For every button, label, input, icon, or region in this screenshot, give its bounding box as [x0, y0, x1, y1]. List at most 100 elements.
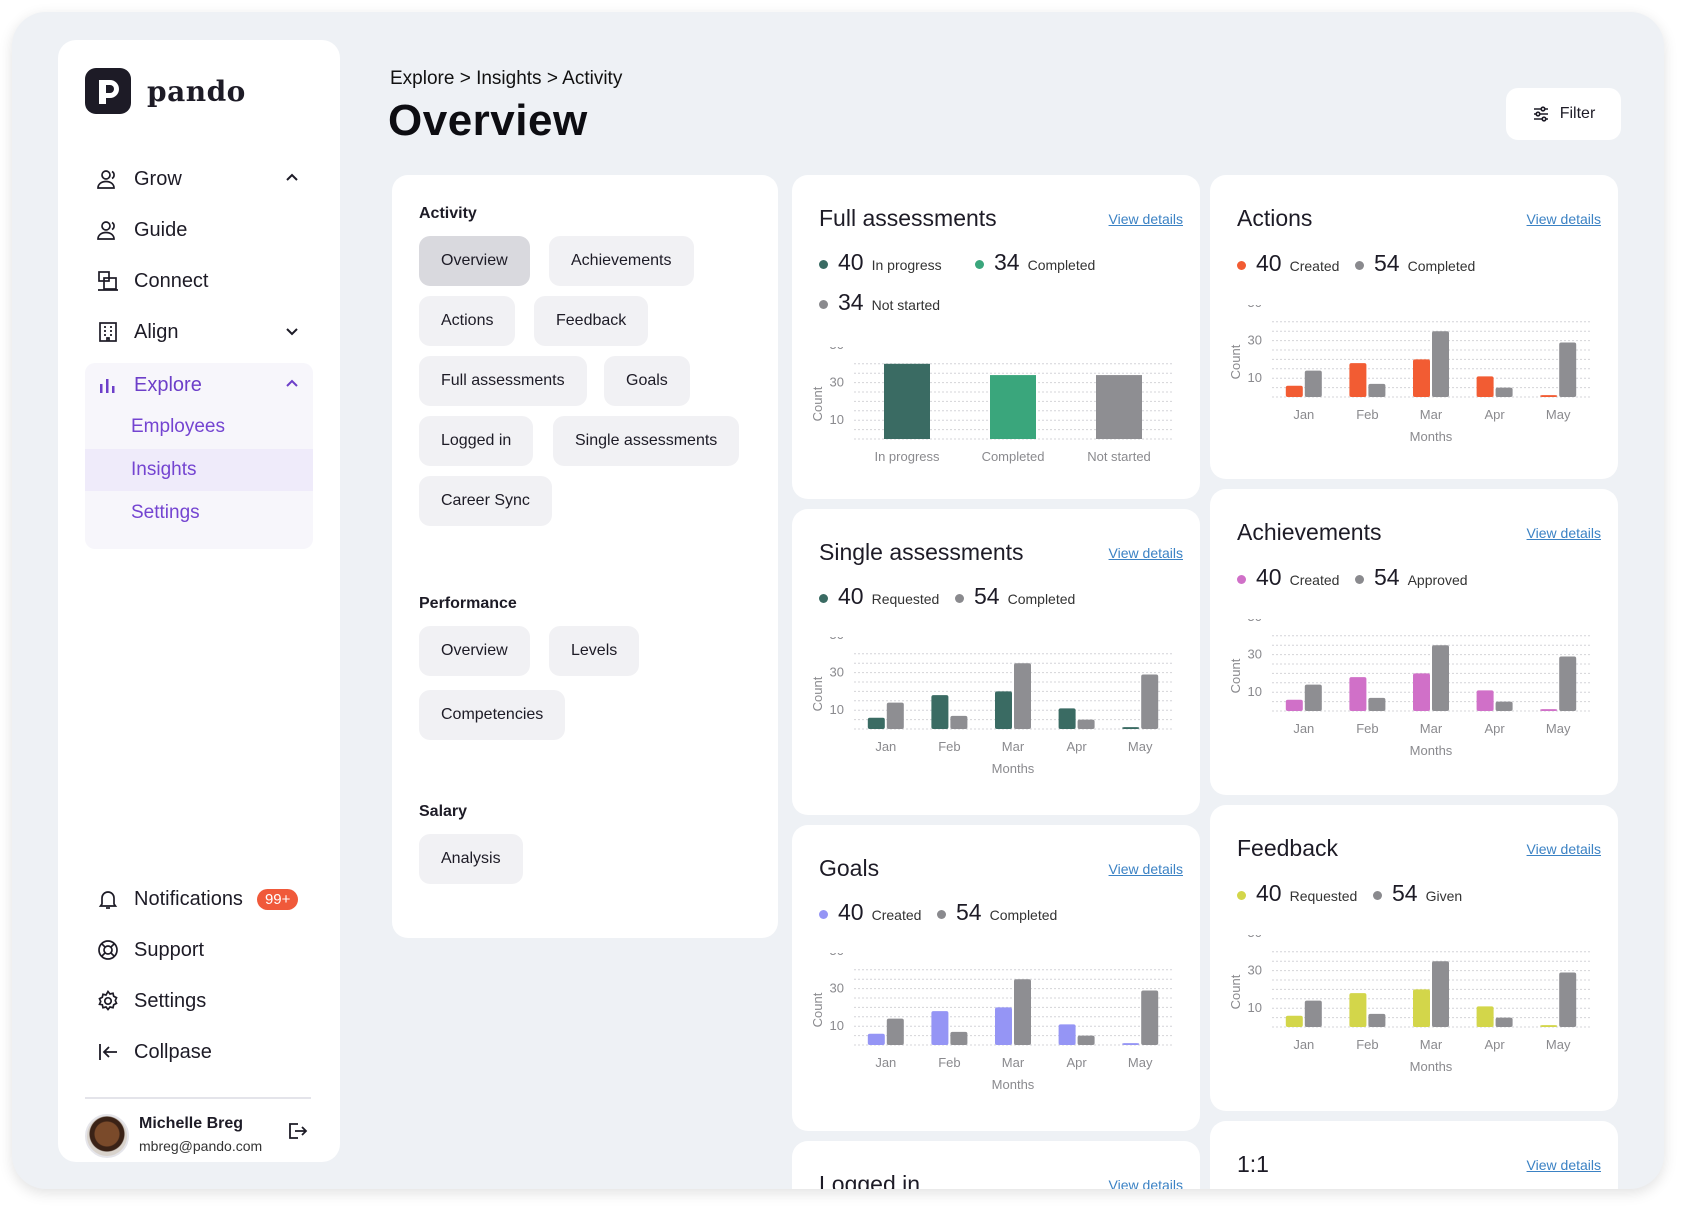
chevron-down-icon[interactable] [283, 322, 301, 346]
chip-career-sync[interactable]: Career Sync [419, 476, 552, 526]
card-title: Full assessments [819, 205, 997, 231]
y-axis-label: Count [1228, 344, 1243, 379]
x-axis-label: Months [992, 761, 1035, 776]
chip-activity-overview[interactable]: Overview [419, 236, 530, 286]
stat-value: 54 [1392, 880, 1418, 906]
chip-analysis[interactable]: Analysis [419, 834, 523, 884]
bar [1285, 1015, 1303, 1027]
stat-label: Completed [1007, 591, 1076, 607]
stat-completed: 54 Completed [1355, 250, 1475, 277]
chip-levels[interactable]: Levels [549, 626, 640, 676]
stat-value: 40 [838, 899, 864, 925]
nav-item-explore[interactable]: Explore [85, 363, 313, 407]
view-details-link[interactable]: View details [1526, 525, 1601, 541]
chip-actions[interactable]: Actions [419, 296, 516, 346]
y-axis-label: Count [1228, 974, 1243, 1009]
stat-label: Completed [1407, 258, 1476, 274]
nav-label: Guide [134, 218, 188, 241]
view-details-link[interactable]: View details [1108, 211, 1183, 227]
chevron-up-icon[interactable] [283, 375, 301, 399]
legend-dot [1373, 891, 1382, 900]
bar [1413, 673, 1430, 711]
nav-item-support[interactable]: Support [85, 928, 313, 972]
stat-given: 54 Given [1373, 880, 1462, 907]
chip-feedback[interactable]: Feedback [534, 296, 649, 346]
x-tick-label: May [1546, 407, 1571, 422]
x-tick-label: Apr [1484, 1037, 1505, 1052]
stat-label: Requested [871, 591, 940, 607]
legend-dot [819, 260, 828, 269]
notification-count-badge: 99+ [256, 888, 299, 910]
bar [1349, 363, 1367, 397]
nav-item-collapse[interactable]: Collpase [85, 1030, 313, 1074]
card-feedback: Feedback View details 40 Requested 54 Gi… [1210, 805, 1618, 1111]
view-details-link[interactable]: View details [1108, 545, 1183, 561]
y-tick-label: 30 [1248, 333, 1262, 348]
x-tick-label: Feb [938, 1055, 960, 1070]
nav-item-notifications[interactable]: Notifications 99+ [85, 877, 313, 921]
stat-approved: 54 Approved [1355, 564, 1468, 591]
bar [1014, 663, 1031, 729]
legend-dot [1355, 575, 1364, 584]
bar [1476, 690, 1494, 711]
bar [1495, 1017, 1513, 1027]
x-tick-label: Apr [1484, 407, 1505, 422]
chip-goals[interactable]: Goals [604, 356, 690, 406]
chip-achievements[interactable]: Achievements [549, 236, 694, 286]
chart-actions: 10 30 50 Count Jan Feb Mar Apr May Months [1228, 305, 1590, 444]
bell-icon [94, 885, 122, 913]
chip-competencies[interactable]: Competencies [419, 690, 566, 740]
nav-item-guide[interactable]: Guide [85, 208, 313, 252]
nav-subitem-insights[interactable]: Insights [85, 449, 313, 491]
stat-label: Not started [871, 297, 941, 313]
chevron-up-icon[interactable] [283, 169, 301, 193]
chip-single-assessments[interactable]: Single assessments [553, 416, 740, 466]
x-tick-label: Feb [938, 739, 960, 754]
nav-subitem-employees[interactable]: Employees [131, 416, 225, 437]
bar [1285, 385, 1303, 397]
x-tick-label: May [1546, 1037, 1571, 1052]
pando-logo-icon [85, 68, 131, 114]
chip-logged-in[interactable]: Logged in [419, 416, 534, 466]
x-tick-label: Completed [982, 449, 1045, 464]
view-details-link[interactable]: View details [1526, 841, 1601, 857]
y-tick-label: 30 [1248, 963, 1262, 978]
nav-item-connect[interactable]: Connect [85, 259, 313, 303]
stat-completed: 54 Completed [937, 899, 1057, 926]
legend-dot [937, 910, 946, 919]
view-details-link[interactable]: View details [1526, 1157, 1601, 1173]
bar [1349, 993, 1367, 1027]
bar [1304, 370, 1322, 397]
nav-item-grow[interactable]: Grow [85, 157, 313, 201]
logout-icon[interactable] [286, 1120, 308, 1147]
bar [995, 691, 1012, 729]
brand-logo[interactable]: pando [85, 68, 246, 114]
nav-label: Explore [134, 373, 202, 396]
nav-label: Collpase [134, 1040, 212, 1063]
user-name: Michelle Breg [139, 1115, 244, 1132]
avatar[interactable] [85, 1114, 129, 1158]
view-details-link[interactable]: View details [1526, 211, 1601, 227]
card-title: Actions [1237, 205, 1313, 231]
nav-item-settings[interactable]: Settings [85, 979, 313, 1023]
gear-icon [94, 987, 122, 1015]
x-tick-label: Jan [1293, 1037, 1314, 1052]
filter-button[interactable]: Filter [1506, 88, 1621, 140]
card-one-on-one: 1:1 View details [1210, 1121, 1618, 1189]
legend-dot [819, 594, 828, 603]
view-details-link[interactable]: View details [1108, 1177, 1183, 1189]
y-tick-label: 50 [1248, 305, 1262, 310]
bar [1495, 387, 1513, 397]
bar [1368, 1013, 1386, 1027]
stat-completed: 34 Completed [975, 249, 1095, 276]
nav-group-explore: Explore Employees Insights Settings [85, 363, 313, 549]
nav-subitem-settings[interactable]: Settings [131, 502, 200, 523]
chip-full-assessments[interactable]: Full assessments [419, 356, 587, 406]
legend-dot [955, 594, 964, 603]
legend-dot [1237, 261, 1246, 270]
chip-performance-overview[interactable]: Overview [419, 626, 530, 676]
bar [1540, 709, 1558, 711]
view-details-link[interactable]: View details [1108, 861, 1183, 877]
nav-item-align[interactable]: Align [85, 310, 313, 354]
bar [1559, 972, 1577, 1027]
